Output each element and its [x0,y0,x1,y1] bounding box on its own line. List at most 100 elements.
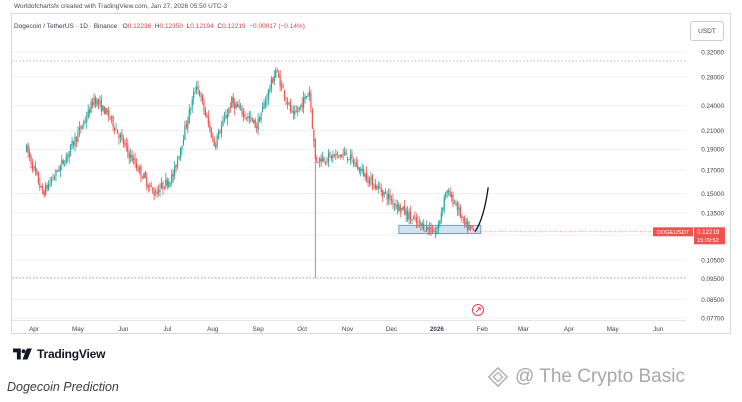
candles [26,67,476,278]
candle-body [279,75,281,87]
candle-body [389,193,391,201]
candle-body [111,116,113,118]
candle-body [431,230,434,233]
candle-body [348,159,350,161]
candle-body [295,110,297,112]
candle-body [259,117,261,122]
candle-body [443,197,445,210]
candle-body [89,109,91,114]
candle-body [260,113,262,120]
candle-body [43,191,45,196]
candle-body [121,133,123,138]
candle-body [234,102,236,110]
candle-body [144,172,146,178]
x-tick-label: 2026 [430,326,445,333]
candle-body [263,103,265,109]
candle-body [100,99,102,112]
candle-body [146,177,148,187]
close-value: 0.12219 [222,23,246,30]
price-chart[interactable]: 0.32000 0.28000 0.24000 0.21000 0.19000 0.170… [0,0,742,340]
candle-body [179,148,182,157]
candle-body [128,152,130,159]
x-tick-label: Sep [253,326,265,333]
candle-body [415,217,417,223]
candle-body [175,164,177,168]
candle-body [193,92,195,99]
candle-body [168,181,170,187]
watermark-text: @ The Crypto Basic [515,366,685,387]
candle-body [282,85,284,89]
candle-body [194,91,196,93]
candle-body [178,156,180,160]
candle-body [467,221,469,231]
candle-body [229,107,231,109]
candle-body [124,143,126,145]
candle-body [182,139,185,145]
candle-body [301,103,303,108]
candle-body [459,207,461,218]
candle-body [283,89,286,98]
candle-body [105,108,107,114]
candle-body [210,128,212,138]
candle-body [83,121,85,125]
candle-body [160,182,163,188]
candle-body [171,174,173,183]
candle-body [65,156,67,164]
candle-body [74,136,76,147]
candle-body [157,190,160,194]
candle-body [64,164,66,166]
candle-body [97,99,100,105]
candle-body [127,145,129,152]
currency-selector[interactable]: USDT [690,21,724,41]
candle-body [358,167,360,172]
candle-body [67,155,69,157]
event-marker [472,304,484,316]
candle-body [351,153,353,159]
candle-body [235,104,237,108]
candle-body [458,207,460,210]
x-tick-label: Feb [477,326,488,333]
event-marker-arrow [475,307,481,313]
candle-body [317,161,319,163]
tradingview-label: TradingView [37,347,106,361]
candle-body [190,108,192,110]
watermark: @ The Crypto Basic [487,366,685,388]
open-value: 0.12236 [127,23,152,30]
candle-body [80,126,82,129]
candle-body [390,199,393,201]
candle-body [264,101,267,105]
candle-body [30,155,32,164]
candle-body [62,159,64,164]
candle-body [36,170,38,174]
candle-body [270,78,272,90]
crypto-basic-logo-icon [487,366,509,388]
high-value: 0.12350 [159,23,184,30]
candle-body [99,101,101,103]
candle-body [399,206,401,211]
candle-body [430,227,432,233]
candle-body [352,160,354,164]
candle-body [222,119,224,127]
candle-body [56,171,59,172]
candle-body [244,114,246,117]
candle-body [130,154,132,158]
candle-body [300,104,302,106]
candle-body [436,231,438,233]
candle-body [408,212,410,220]
candle-body [392,199,394,205]
candle-body [470,225,472,227]
candle-body [412,218,415,220]
candle-body [165,179,167,187]
candle-body [294,111,296,115]
candle-body [418,221,420,222]
y-tick-label: 0.09500 [701,276,724,283]
y-tick-label: 0.28000 [701,74,724,81]
candle-body [169,182,171,184]
candle-body [373,186,375,188]
chart-credit: Worldofchartsfx created with TradingView… [14,3,228,10]
candle-body [188,109,190,123]
candle-body [342,153,344,155]
candle-body [77,131,79,143]
candle-body [187,121,189,129]
candle-body [49,182,51,184]
